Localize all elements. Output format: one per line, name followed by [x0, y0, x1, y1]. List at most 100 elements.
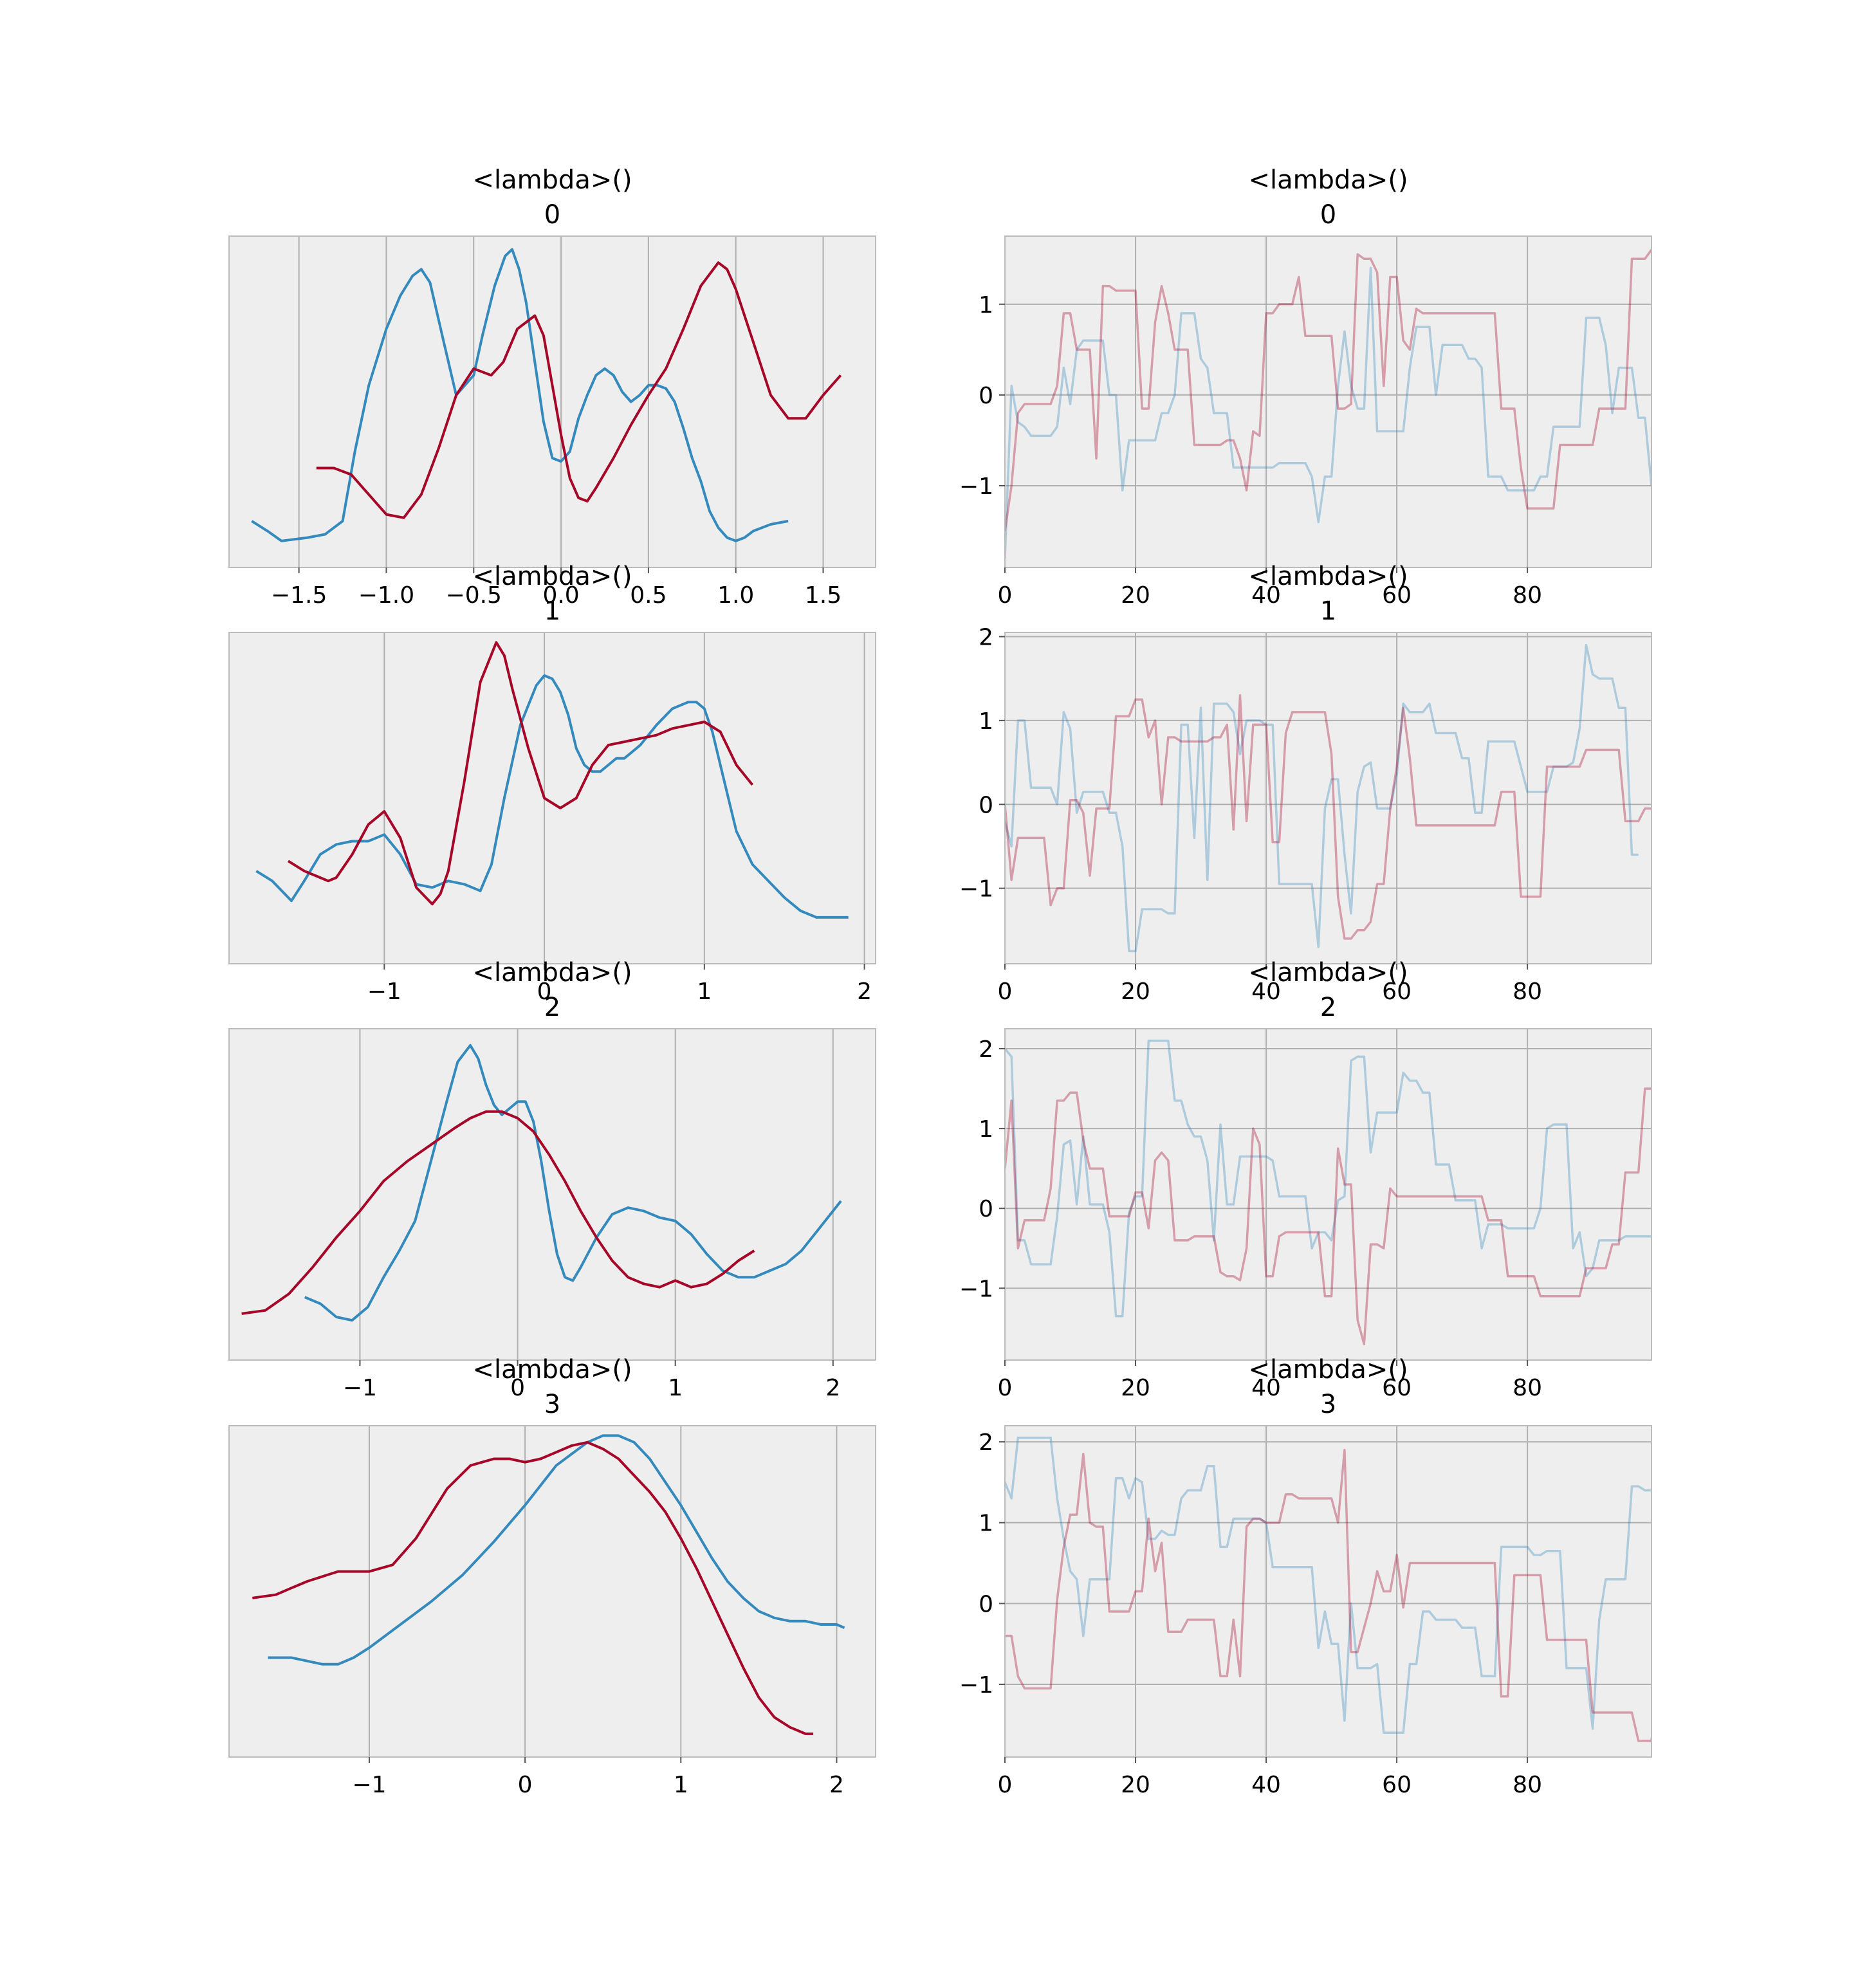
series-line-chain-1 [1005, 1448, 1651, 1742]
x-tick-label: −1.0 [358, 582, 414, 609]
x-tick-label: 80 [1513, 979, 1542, 1005]
y-tick-label: 1 [979, 1116, 993, 1143]
panel-1-density: −1 0 1 2 <lambda>() 1 [228, 562, 876, 1005]
x-tick-label: −1.5 [271, 582, 327, 609]
axes-frame [1004, 1028, 1652, 1361]
axes-frame [228, 235, 876, 568]
x-tick-label: 2 [825, 1375, 840, 1401]
axes-frame [1004, 632, 1652, 964]
series-line-chain-0 [255, 674, 849, 919]
x-tick-label: 0 [998, 1375, 1013, 1401]
panel-subtitle: 3 [544, 1390, 560, 1419]
panel-subtitle: 0 [544, 200, 560, 230]
x-tick-label: 0 [998, 582, 1013, 609]
plot-area [1005, 1029, 1651, 1360]
series-group [252, 1434, 845, 1735]
x-tick-label: 60 [1382, 582, 1412, 609]
x-tick-label: −1 [367, 979, 401, 1005]
panel-title: <lambda>() [472, 165, 632, 195]
panel-subtitle: 2 [1320, 993, 1336, 1022]
x-tick-label: 60 [1382, 979, 1412, 1005]
x-tick-label: 40 [1251, 979, 1281, 1005]
series-group [1005, 1039, 1651, 1345]
x-tick-label: 1 [697, 979, 712, 1005]
panel-title: <lambda>() [472, 1355, 632, 1385]
panel-subtitle: 0 [1320, 200, 1336, 230]
panel-3-density: −1 0 1 2 <lambda>() 3 [228, 1355, 876, 1798]
plot-area [229, 1426, 876, 1757]
x-tick-label: 60 [1382, 1375, 1412, 1401]
y-tick-label: 2 [979, 1430, 993, 1456]
x-tick-label: 1.5 [805, 582, 842, 609]
panel-title: <lambda>() [472, 958, 632, 988]
x-tick-label: 20 [1121, 1375, 1150, 1401]
x-tick-label: −1 [343, 1375, 377, 1401]
x-tick-label: 0 [510, 1375, 525, 1401]
y-tick-label: 2 [979, 1036, 993, 1063]
series-line-chain-1 [316, 261, 842, 519]
axes-frame [1004, 1425, 1652, 1758]
panel-1-trace: 0 20 40 60 80 −1 0 1 2 <lambda>() 1 [959, 562, 1652, 1005]
axes-frame [1004, 235, 1652, 568]
x-tick-label: 20 [1121, 582, 1150, 609]
plot-area [1005, 236, 1651, 567]
x-tick-label: 80 [1513, 1772, 1542, 1798]
panel-subtitle: 2 [544, 993, 560, 1022]
x-tick-label: 1 [668, 1375, 683, 1401]
x-tick-label: 0.0 [542, 582, 579, 609]
x-tick-label: 2 [829, 1772, 844, 1798]
series-line-chain-1 [252, 1440, 814, 1735]
x-tick-label: 40 [1251, 1375, 1281, 1401]
x-tick-label: −1 [352, 1772, 386, 1798]
panel-subtitle: 1 [1320, 596, 1336, 626]
panel-title: <lambda>() [472, 562, 632, 591]
x-tick-label: 0.5 [630, 582, 667, 609]
series-line-chain-1 [241, 1110, 755, 1315]
x-tick-label: 40 [1251, 582, 1281, 609]
plot-area [1005, 632, 1651, 964]
x-tick-label: 80 [1513, 582, 1542, 609]
axes-frame [228, 1028, 876, 1361]
y-tick-label: −1 [959, 1672, 993, 1698]
y-tick-label: 1 [979, 1511, 993, 1537]
plot-area [1005, 1426, 1651, 1757]
series-line-chain-0 [251, 248, 789, 542]
panel-3-trace: 0 20 40 60 80 −1 0 1 2 <lambda>() 3 [959, 1355, 1652, 1798]
x-tick-label: 2 [857, 979, 872, 1005]
panel-title: <lambda>() [1248, 165, 1408, 195]
panel-title: <lambda>() [1248, 1355, 1408, 1385]
plot-area [229, 236, 876, 567]
x-tick-label: 40 [1251, 1772, 1281, 1798]
x-tick-label: 20 [1121, 1772, 1150, 1798]
x-tick-label: 60 [1382, 1772, 1412, 1798]
panel-title: <lambda>() [1248, 958, 1408, 988]
series-group [251, 248, 842, 542]
series-line-chain-0 [1005, 1437, 1651, 1735]
x-tick-label: 80 [1513, 1375, 1542, 1401]
series-line-chain-1 [1005, 1087, 1651, 1345]
series-line-chain-0 [1005, 266, 1651, 558]
axes-frame [228, 632, 876, 964]
y-tick-label: 2 [979, 625, 993, 651]
panel-subtitle: 3 [1320, 1390, 1336, 1419]
series-group [1005, 249, 1651, 558]
plot-area [229, 1029, 876, 1360]
x-tick-label: −0.5 [446, 582, 502, 609]
panel-0-density: −1.5 −1.0 −0.5 0.0 0.5 1.0 1.5 <lambda>() 0 [228, 165, 876, 609]
series-line-chain-0 [268, 1434, 845, 1666]
y-tick-label: 0 [979, 1591, 993, 1617]
panel-2-trace: 0 20 40 60 80 −1 0 1 2 <lambda>() 2 [959, 958, 1652, 1401]
series-group [1005, 1437, 1651, 1742]
series-line-chain-0 [304, 1044, 842, 1322]
x-tick-label: 1 [674, 1772, 688, 1798]
y-tick-label: −1 [959, 1276, 993, 1302]
series-group [241, 1044, 842, 1322]
y-tick-label: −1 [959, 474, 993, 500]
series-line-chain-1 [287, 641, 754, 906]
axes-frame [228, 1425, 876, 1758]
panel-subtitle: 1 [544, 596, 560, 626]
y-tick-label: 0 [979, 1196, 993, 1222]
x-tick-label: 0 [518, 1772, 533, 1798]
series-line-chain-0 [1005, 643, 1639, 953]
